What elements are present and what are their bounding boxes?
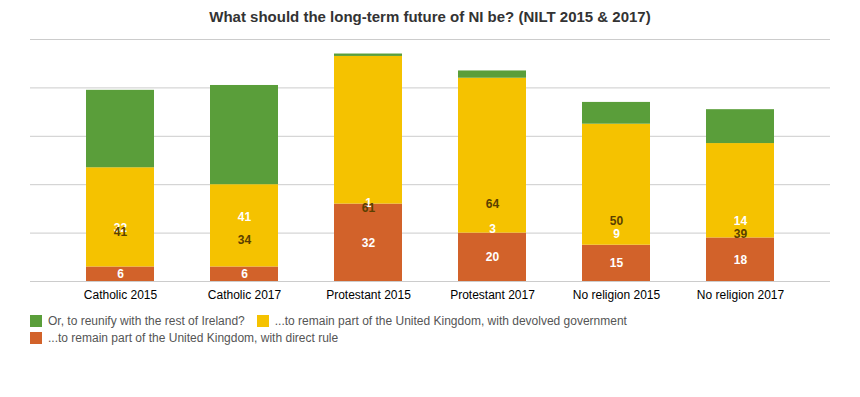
svg-text:64: 64 (486, 197, 500, 211)
svg-text:41: 41 (238, 210, 252, 224)
svg-text:61: 61 (362, 201, 376, 215)
svg-text:39: 39 (734, 227, 748, 241)
svg-text:3: 3 (489, 222, 496, 236)
svg-text:34: 34 (238, 233, 252, 247)
svg-text:50: 50 (610, 214, 624, 228)
svg-text:20: 20 (486, 250, 500, 264)
html-text:...to remain part of the Unite: ...to remain part of the United Kingdom,… (274, 314, 627, 329)
svg-text:6: 6 (117, 267, 124, 281)
svg-text:Catholic 2015: Catholic 2015 (84, 288, 158, 302)
svg-text:No religion 2015: No religion 2015 (573, 288, 661, 302)
svg-text:Catholic 2017: Catholic 2017 (208, 288, 282, 302)
svg-text:6: 6 (241, 267, 248, 281)
svg-text:Protestant 2015: Protestant 2015 (326, 288, 411, 302)
svg-text:32: 32 (362, 236, 376, 250)
html-text:Or, to reunify with the rest o: Or, to reunify with the rest of Ireland? (48, 314, 245, 329)
svg-text:No religion 2017: No religion 2017 (697, 288, 785, 302)
svg-text:41: 41 (114, 225, 128, 239)
html-text:What should the long-term futu: What should the long-term future of NI b… (209, 8, 651, 25)
svg-text:14: 14 (734, 214, 748, 228)
svg-text:Protestant 2017: Protestant 2017 (450, 288, 535, 302)
html-text:...to remain part of the Unite: ...to remain part of the United Kingdom,… (48, 330, 339, 345)
svg-text:9: 9 (613, 227, 620, 241)
svg-text:15: 15 (610, 256, 624, 270)
svg-text:18: 18 (734, 253, 748, 267)
